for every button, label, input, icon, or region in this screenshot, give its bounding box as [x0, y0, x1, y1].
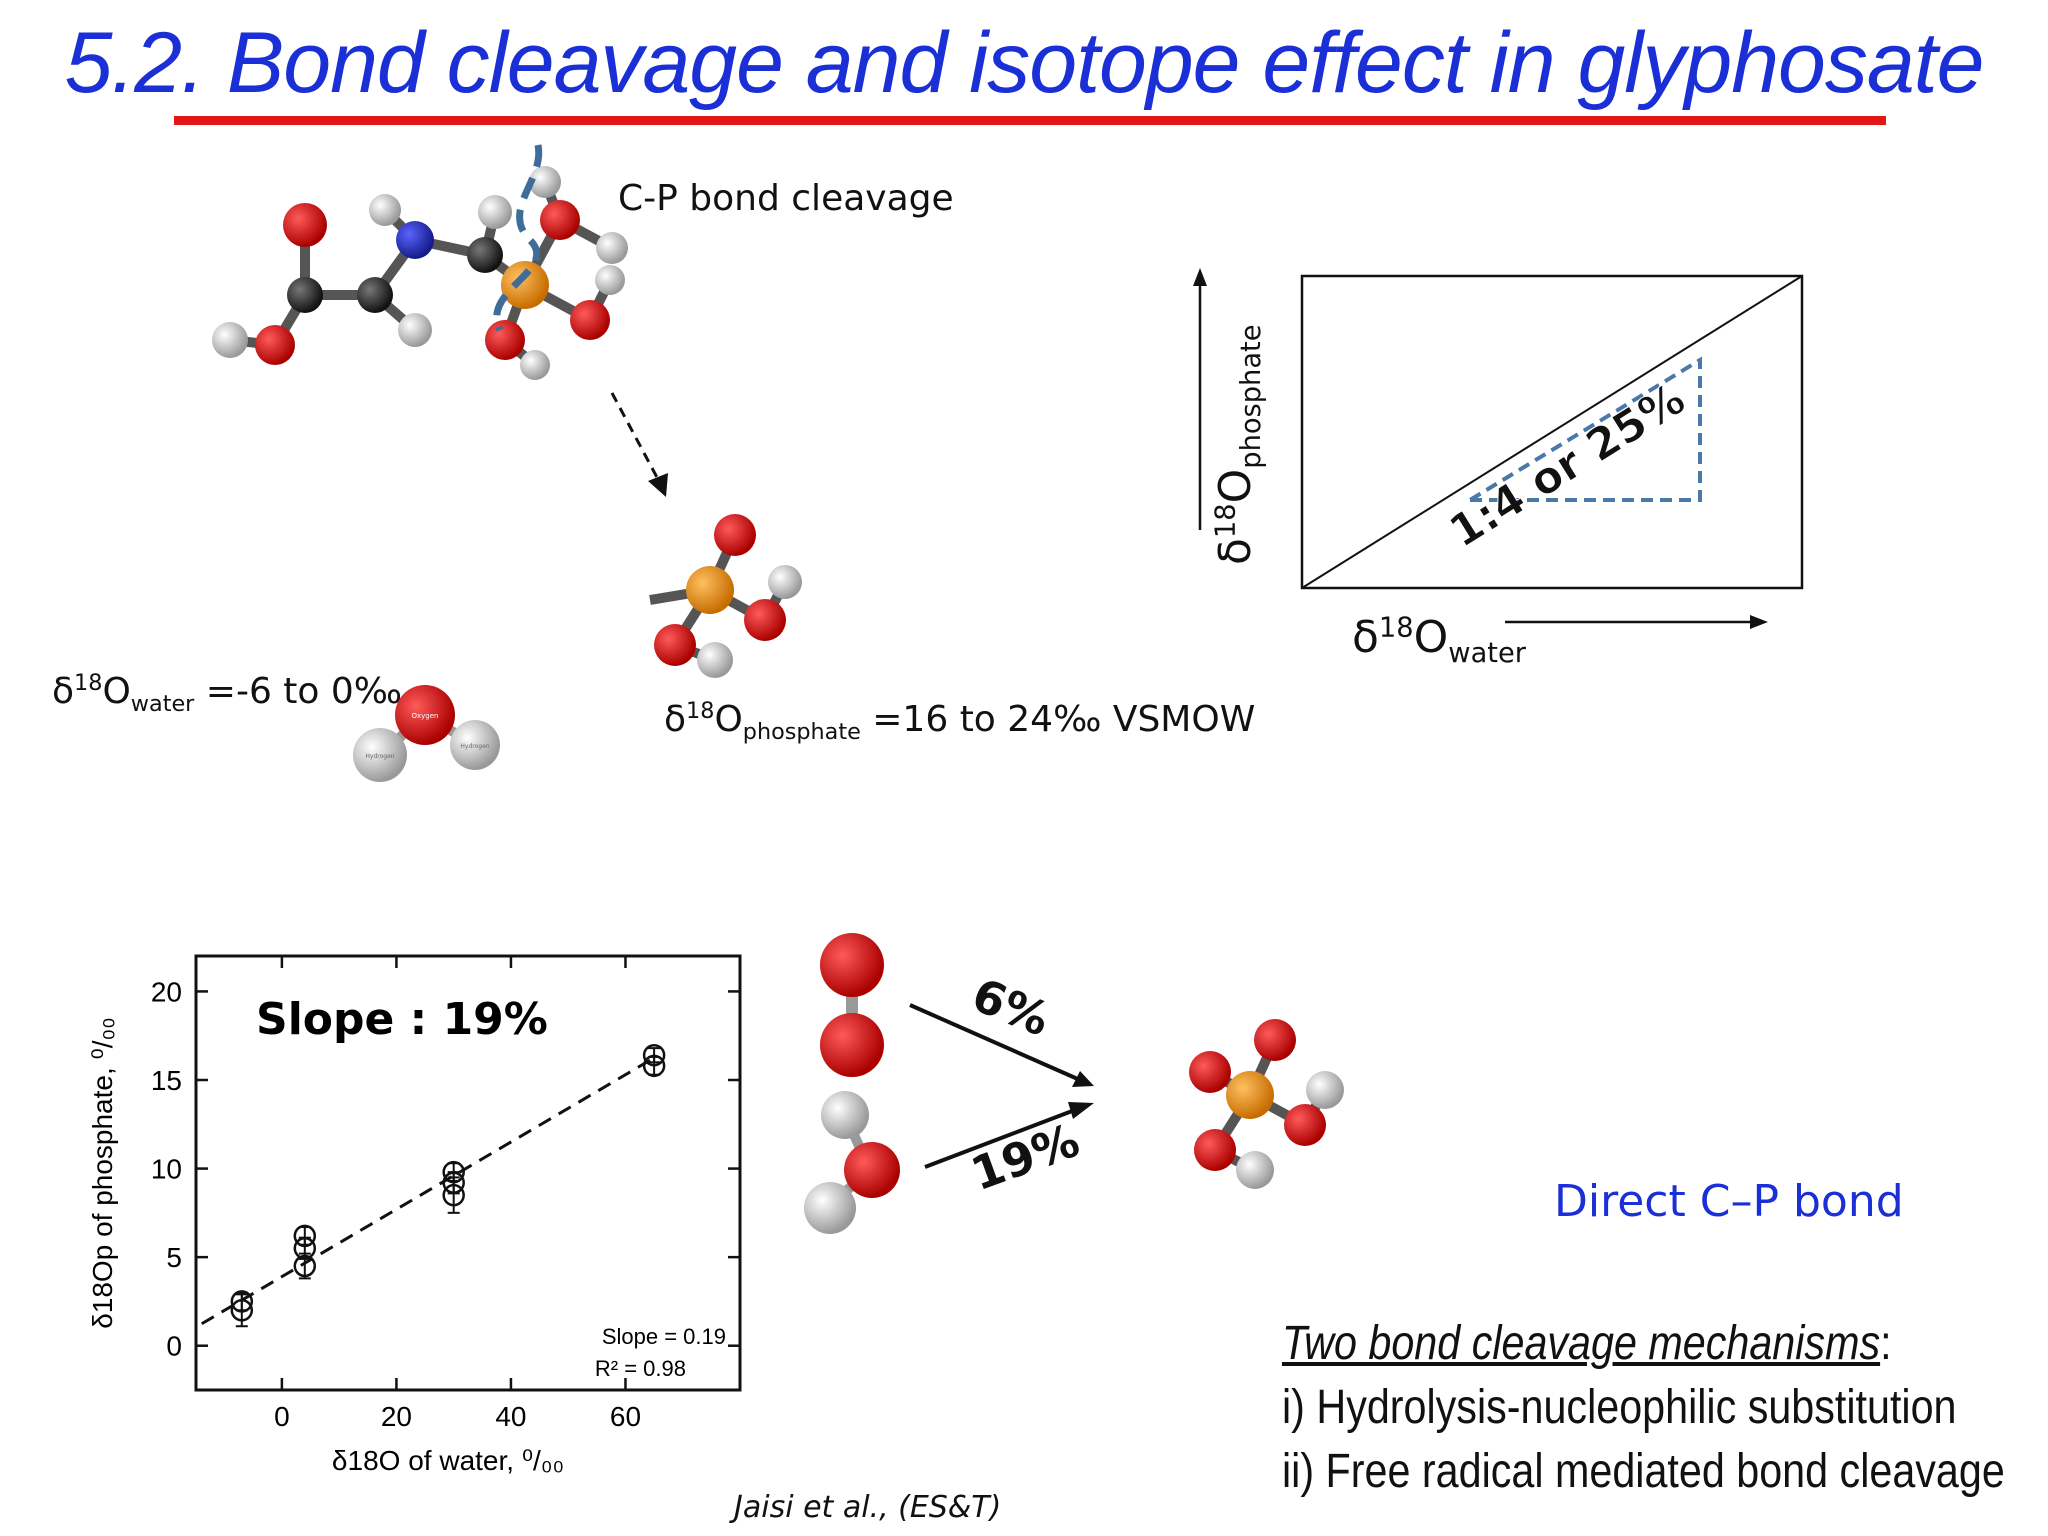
y-tick-label: 5 [166, 1242, 182, 1273]
direct-cp-bond-label: Direct C–P bond [1554, 1176, 1904, 1227]
slide-title: 5.2. Bond cleavage and isotope effect in… [64, 15, 1985, 111]
cleavage-dashed-line [493, 144, 543, 332]
data-point [230, 1290, 254, 1313]
water-o [844, 1142, 900, 1198]
y-tick-label: 20 [151, 976, 182, 1007]
plot-frame [194, 954, 742, 1392]
data-point [642, 1043, 666, 1067]
scatter-chart: 0 20 40 60 0 5 10 15 20 Slope : 19% Slope = 0.19 R²… [87, 954, 742, 1476]
data-point [442, 1160, 465, 1184]
dashed-arrow-icon [610, 392, 668, 497]
isotope-schematic: 1:4 or 25% [1193, 268, 1804, 629]
y-axis-label: δ18Op of phosphate, ⁰/₀₀ [87, 1017, 118, 1329]
slope-triangle [1468, 356, 1702, 502]
fit-line [200, 1056, 655, 1326]
hydrogen-atom-label-1: Hydrogen [365, 753, 394, 760]
o2-atom-top [820, 933, 884, 997]
water-delta-label: δ18Owater =-6 to 0‰ [52, 670, 403, 718]
water-h-top [821, 1091, 869, 1139]
reactant-molecules [804, 933, 900, 1234]
x-tick-label: 40 [495, 1401, 526, 1432]
water-molecule: Oxygen Hydrogen Hydrogen [353, 685, 500, 782]
schematic-y-label: δ18Ophosphate [1210, 324, 1267, 565]
mechanism-item-2: ii) Free radical mediated bond cleavage [1282, 1445, 2005, 1498]
slope-overlay-label: Slope : 19% [256, 994, 548, 1045]
diag-slope-label: 1:4 or 25% [1441, 373, 1694, 558]
y-tick-label: 0 [166, 1331, 182, 1362]
schematic-x-label: δ18Owater [1352, 612, 1526, 669]
water-h-bottom [804, 1182, 856, 1234]
title-underline [174, 116, 1886, 125]
stats-r2: R² = 0.98 [595, 1356, 686, 1381]
mechanisms-list: Two bond cleavage mechanisms: i) Hydroly… [1282, 1312, 2005, 1504]
phosphate-delta-label: δ18Ophosphate =16 to 24‰ VSMOW [664, 698, 1256, 746]
phosphate-molecule [649, 514, 802, 678]
hydrogen-atom-label-2: Hydrogen [460, 743, 489, 750]
glyphosate-molecule [212, 144, 628, 380]
x-axis-label: δ18O of water, ⁰/₀₀ [332, 1445, 564, 1476]
o2-atom-bottom [820, 1013, 884, 1077]
mechanisms-heading: Two bond cleavage mechanisms [1282, 1317, 1881, 1370]
oxygen-atom-label: Oxygen [412, 712, 439, 720]
citation: Jaisi et al., (ES&T) [734, 1490, 1002, 1525]
cp-cleavage-label: C-P bond cleavage [618, 178, 954, 219]
x-tick-label: 60 [610, 1401, 641, 1432]
reaction-arrows [909, 1003, 1094, 1169]
stats-slope: Slope = 0.19 [602, 1324, 726, 1349]
x-tick-label: 20 [381, 1401, 412, 1432]
y-tick-label: 15 [151, 1065, 182, 1096]
y-tick-label: 10 [151, 1154, 182, 1185]
mechanism-item-1: i) Hydrolysis-nucleophilic substitution [1282, 1381, 1957, 1434]
data-point [293, 1224, 317, 1248]
product-phosphate-molecule [1189, 1019, 1344, 1189]
x-tick-label: 0 [274, 1401, 290, 1432]
